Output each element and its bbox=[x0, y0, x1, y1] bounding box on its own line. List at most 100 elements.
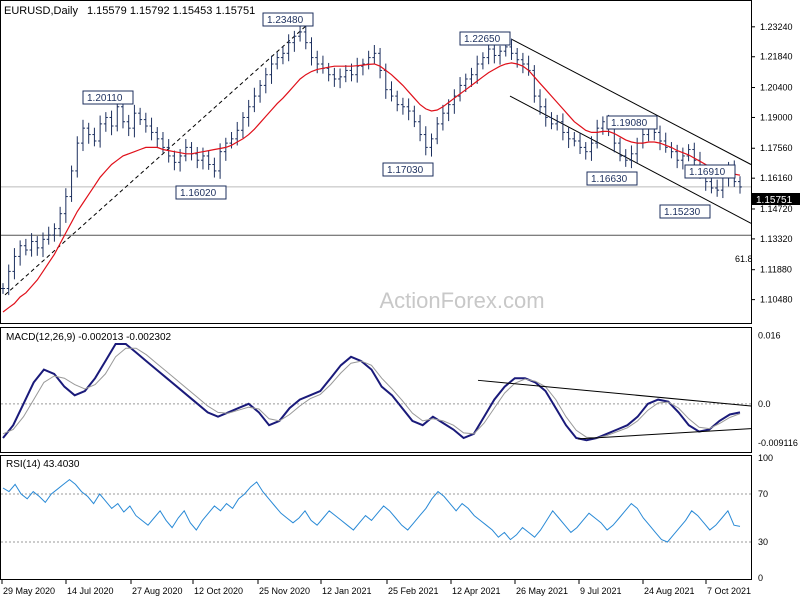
candle bbox=[303, 23, 308, 50]
candle bbox=[6, 264, 11, 296]
svg-text:1.15230: 1.15230 bbox=[664, 207, 701, 218]
candle bbox=[52, 223, 57, 242]
rsi-grid bbox=[1, 493, 751, 543]
candle bbox=[486, 42, 491, 65]
x-tick-label: 12 Jan 2021 bbox=[322, 586, 372, 596]
x-tick-label: 29 May 2020 bbox=[3, 586, 55, 596]
candle bbox=[475, 55, 480, 84]
candle bbox=[132, 104, 137, 138]
x-tick-label: 25 Nov 2020 bbox=[259, 586, 310, 596]
moving-average-line bbox=[2, 62, 741, 313]
candle bbox=[738, 176, 742, 194]
macd-upper-trendline bbox=[477, 379, 752, 407]
support-trendline-dashed bbox=[4, 21, 311, 296]
candle bbox=[572, 132, 577, 147]
macd-tick-label: -0.009116 bbox=[758, 438, 798, 448]
current-price-tag-bg bbox=[752, 193, 800, 205]
candle bbox=[509, 38, 514, 60]
candle bbox=[258, 80, 263, 103]
candle bbox=[275, 52, 280, 70]
x-tick-label: 9 Jul 2021 bbox=[580, 586, 622, 596]
svg-text:1.16630: 1.16630 bbox=[591, 174, 628, 185]
price-tick-label: 1.17560 bbox=[760, 143, 793, 153]
chart-ohlc: 1.15579 1.15792 1.15453 1.15751 bbox=[87, 5, 255, 17]
candle bbox=[520, 52, 525, 74]
candle bbox=[212, 157, 217, 178]
candle bbox=[143, 112, 148, 133]
candle bbox=[120, 101, 125, 129]
candle bbox=[29, 233, 34, 257]
level-label: 1.22650 bbox=[459, 31, 511, 46]
x-tick-label: 26 May 2021 bbox=[516, 586, 568, 596]
candle bbox=[686, 144, 691, 162]
candle bbox=[498, 45, 503, 65]
x-tick-label: 24 Aug 2021 bbox=[644, 586, 695, 596]
candle bbox=[292, 30, 297, 52]
candle bbox=[98, 115, 103, 148]
price-tick-label: 1.16160 bbox=[760, 173, 793, 183]
candle bbox=[395, 90, 400, 112]
x-tick-label: 12 Oct 2020 bbox=[194, 586, 243, 596]
candle bbox=[155, 127, 160, 149]
candle bbox=[538, 89, 543, 115]
candle bbox=[35, 236, 40, 256]
macd-label: MACD(12,26,9) -0.002013 -0.002302 bbox=[6, 332, 172, 343]
candles bbox=[1, 23, 742, 296]
svg-text:1.16020: 1.16020 bbox=[180, 188, 217, 199]
candle bbox=[92, 127, 97, 147]
level-label: 1.15230 bbox=[659, 204, 711, 219]
candle bbox=[263, 67, 268, 94]
candle bbox=[246, 99, 251, 127]
candle bbox=[280, 46, 285, 65]
candle bbox=[469, 67, 474, 87]
candle bbox=[418, 114, 423, 142]
candle bbox=[18, 240, 23, 266]
candle bbox=[560, 113, 565, 141]
price-tick-label: 1.20400 bbox=[760, 83, 793, 93]
candle bbox=[463, 73, 468, 93]
x-tick-label: 14 Jul 2020 bbox=[67, 586, 114, 596]
candle bbox=[692, 142, 697, 167]
svg-text:1.19080: 1.19080 bbox=[611, 118, 648, 129]
candle bbox=[675, 144, 680, 169]
macd-line bbox=[2, 343, 741, 442]
chart-symbol: EURUSD,Daily bbox=[4, 5, 78, 17]
price-tick-label: 1.10480 bbox=[760, 295, 793, 305]
candle bbox=[480, 52, 485, 70]
candle bbox=[58, 206, 63, 237]
candle bbox=[360, 58, 365, 76]
price-tick-label: 1.23240 bbox=[760, 22, 793, 32]
candle bbox=[103, 112, 108, 132]
candle bbox=[549, 112, 554, 130]
panel-frames bbox=[0, 0, 752, 580]
x-tick-label: 27 Aug 2020 bbox=[132, 586, 183, 596]
candle bbox=[389, 81, 394, 102]
candle bbox=[715, 179, 720, 197]
price-axis: 1.23240 1.21840 1.20400 1.19000 1.17560 1.161… bbox=[751, 22, 793, 305]
macd-trendlines bbox=[477, 379, 752, 440]
price-tick-label: 1.14720 bbox=[760, 204, 793, 214]
svg-text:1.20110: 1.20110 bbox=[87, 93, 123, 104]
candle bbox=[223, 137, 228, 161]
candle bbox=[149, 117, 154, 141]
candle bbox=[332, 67, 337, 87]
channel-upper-line bbox=[511, 38, 752, 165]
candle bbox=[12, 248, 17, 280]
macd-tick-label: 0.0 bbox=[758, 399, 771, 409]
level-label: 1.20110 bbox=[82, 90, 134, 105]
candle bbox=[138, 107, 143, 125]
x-tick-label: 25 Feb 2021 bbox=[388, 586, 439, 596]
candle bbox=[458, 77, 463, 102]
candle bbox=[578, 132, 583, 155]
candle bbox=[583, 142, 588, 160]
candle bbox=[658, 125, 663, 151]
candle bbox=[80, 119, 85, 152]
level-label: 1.16020 bbox=[175, 185, 227, 200]
candle bbox=[532, 65, 537, 103]
candle bbox=[629, 145, 634, 169]
macd-tick-label: 0.016 bbox=[758, 330, 781, 340]
candle bbox=[69, 165, 74, 202]
candle bbox=[252, 87, 257, 113]
x-axis: 29 May 2020 14 Jul 2020 27 Aug 2020 12 Oct … bbox=[1, 580, 751, 596]
